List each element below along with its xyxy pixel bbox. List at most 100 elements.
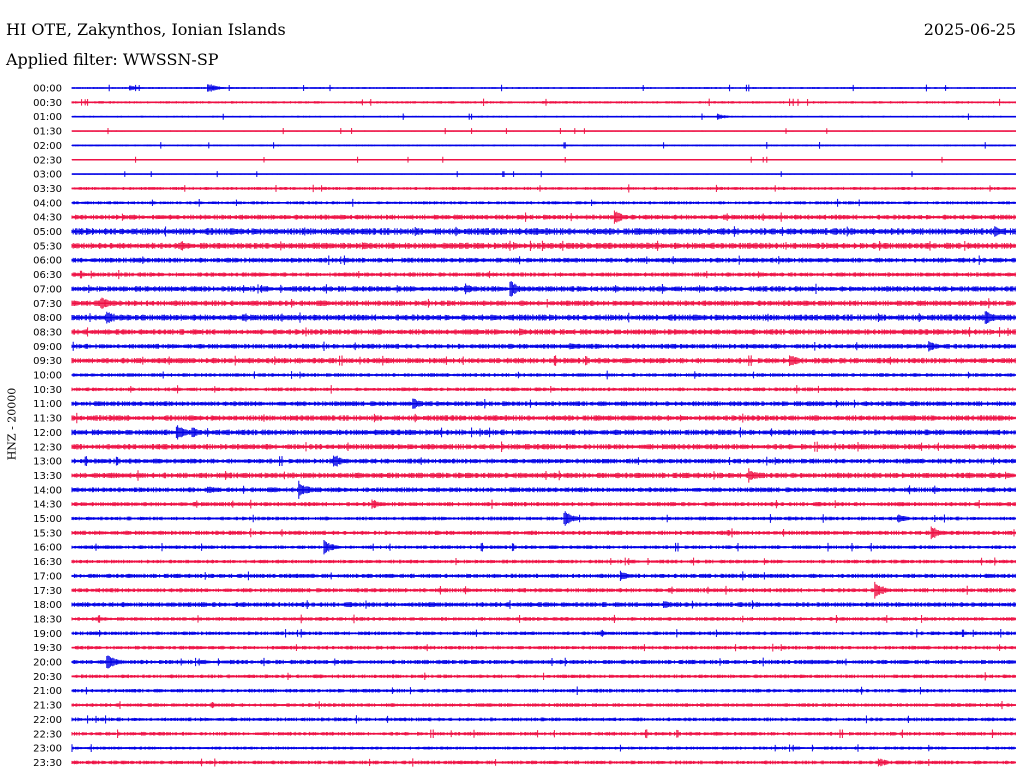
row-time-label: 14:00: [33, 485, 62, 496]
trace-row-0930: [71, 355, 1016, 366]
row-time-label: 02:30: [33, 155, 62, 166]
trace-row-1430: [71, 499, 1016, 509]
row-time-label: 11:30: [33, 414, 62, 425]
trace-row-2100: [71, 686, 1016, 695]
row-time-label: 04:30: [33, 213, 62, 224]
filter-label: Applied filter: WWSSN-SP: [6, 50, 219, 69]
row-time-label: 21:30: [33, 701, 62, 712]
trace-row-0630: [71, 270, 1016, 280]
trace-row-1800: [71, 600, 1016, 609]
row-time-label: 06:30: [33, 270, 62, 281]
row-time-label: 13:30: [33, 471, 62, 482]
trace-row-1900: [71, 629, 1016, 638]
trace-row-0600: [71, 255, 1016, 265]
trace-row-0330: [71, 184, 1016, 193]
plot-date: 2025-06-25: [923, 20, 1016, 39]
row-time-label: 07:00: [33, 284, 62, 295]
row-time-label: 08:00: [33, 313, 62, 324]
row-time-label: 14:30: [33, 500, 62, 511]
row-time-label: 10:00: [33, 371, 62, 382]
row-time-label: 01:30: [33, 127, 62, 138]
row-time-label: 18:30: [33, 614, 62, 625]
row-time-label: 19:30: [33, 643, 62, 654]
row-time-label: 23:00: [33, 744, 62, 755]
trace-row-2000: [71, 655, 1016, 669]
trace-row-2030: [71, 672, 1016, 681]
trace-row-1830: [71, 614, 1016, 624]
trace-row-1600: [71, 539, 1016, 555]
trace-row-1530: [71, 526, 1016, 540]
row-time-label: 19:00: [33, 629, 62, 640]
trace-row-0730: [71, 297, 1016, 309]
trace-row-0500: [71, 226, 1016, 237]
row-time-label: 15:00: [33, 514, 62, 525]
trace-row-1630: [71, 557, 1016, 566]
trace-row-1730: [71, 581, 1016, 599]
trace-row-2130: [71, 701, 1016, 710]
trace-row-1700: [71, 570, 1016, 582]
trace-row-0030: [71, 98, 1016, 107]
row-time-label: 00:00: [33, 84, 62, 95]
trace-row-1230: [71, 441, 1016, 452]
row-time-label: 07:30: [33, 299, 62, 310]
trace-row-1930: [71, 643, 1016, 652]
trace-row-1130: [71, 412, 1016, 424]
row-time-label: 09:30: [33, 356, 62, 367]
row-time-label: 13:00: [33, 457, 62, 468]
row-time-label: 12:30: [33, 442, 62, 453]
row-time-label: 22:30: [33, 729, 62, 740]
row-time-label: 05:30: [33, 241, 62, 252]
row-time-label: 12:00: [33, 428, 62, 439]
trace-row-0000: [71, 84, 1016, 92]
trace-row-2230: [71, 729, 1016, 739]
row-time-label: 10:30: [33, 385, 62, 396]
row-time-label: 11:00: [33, 399, 62, 410]
trace-row-1030: [71, 385, 1016, 394]
trace-row-0300: [71, 171, 1016, 178]
trace-row-2300: [71, 744, 1016, 752]
trace-row-1400: [71, 480, 1016, 499]
trace-row-0230: [71, 156, 1016, 163]
trace-row-0430: [71, 210, 1016, 224]
trace-row-2330: [71, 758, 1016, 767]
row-time-label: 20:30: [33, 672, 62, 683]
row-time-label: 05:00: [33, 227, 62, 238]
row-time-label: 01:00: [33, 112, 62, 123]
trace-row-0200: [71, 142, 1016, 149]
row-time-label: 16:00: [33, 543, 62, 554]
station-title: HI OTE, Zakynthos, Ionian Islands: [6, 20, 286, 39]
row-time-label: 15:30: [33, 528, 62, 539]
trace-row-0400: [71, 198, 1016, 207]
row-time-label: 00:30: [33, 98, 62, 109]
row-time-label: 06:00: [33, 256, 62, 267]
trace-row-0700: [71, 281, 1016, 297]
row-time-label: 22:00: [33, 715, 62, 726]
trace-row-1200: [71, 425, 1016, 440]
trace-row-0100: [71, 113, 1016, 120]
trace-row-1000: [71, 370, 1016, 380]
row-time-label: 04:00: [33, 198, 62, 209]
row-time-label: 02:00: [33, 141, 62, 152]
row-time-label: 09:00: [33, 342, 62, 353]
trace-row-0530: [71, 240, 1016, 251]
row-time-label: 08:30: [33, 327, 62, 338]
trace-row-1500: [71, 511, 1016, 526]
row-time-label: 20:00: [33, 658, 62, 669]
trace-row-0130: [71, 127, 1016, 135]
trace-rows: 00:00 00:30 01:00 01:30 02:00 02:30 03:00 03:30…: [33, 84, 1016, 769]
row-time-label: 16:30: [33, 557, 62, 568]
trace-row-1300: [71, 455, 1016, 467]
row-time-label: 17:30: [33, 586, 62, 597]
trace-row-0800: [71, 311, 1016, 324]
row-time-label: 03:30: [33, 184, 62, 195]
trace-row-0830: [71, 327, 1016, 337]
trace-row-0900: [71, 341, 1016, 352]
trace-row-1330: [71, 468, 1016, 483]
row-time-label: 23:30: [33, 758, 62, 769]
row-time-label: 21:00: [33, 686, 62, 697]
row-time-label: 18:00: [33, 600, 62, 611]
row-time-label: 03:00: [33, 170, 62, 181]
row-time-label: 17:00: [33, 571, 62, 582]
trace-row-2200: [71, 715, 1016, 724]
